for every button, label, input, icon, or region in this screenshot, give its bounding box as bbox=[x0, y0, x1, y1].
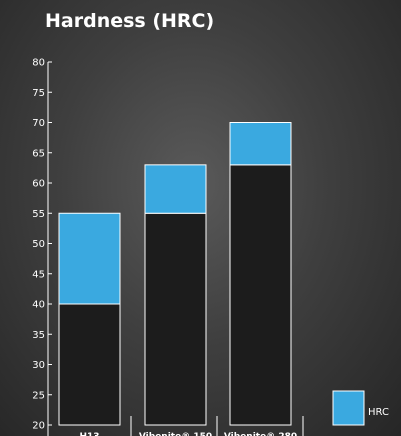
y-tick-label: 30 bbox=[32, 360, 45, 371]
y-tick-label: 50 bbox=[32, 239, 45, 250]
y-tick-label: 25 bbox=[32, 390, 45, 401]
y-tick-label: 60 bbox=[32, 179, 45, 190]
bar-base bbox=[230, 165, 291, 425]
legend-swatch bbox=[333, 391, 364, 425]
bar-base bbox=[145, 213, 206, 425]
y-tick-label: 65 bbox=[32, 148, 45, 159]
y-tick-label: 40 bbox=[32, 300, 45, 311]
legend: HRC bbox=[333, 391, 389, 425]
bars-layer bbox=[59, 123, 291, 426]
legend-label: HRC bbox=[368, 407, 389, 418]
y-tick-label: 35 bbox=[32, 330, 45, 341]
x-tick-label: Vibenite® 150 bbox=[139, 432, 212, 436]
x-labels-layer: H13 Vibenite® 150 Vibenite® 280 bbox=[79, 432, 297, 436]
bar-hrc bbox=[145, 165, 206, 213]
bar-base bbox=[59, 304, 120, 425]
y-tick-label: 80 bbox=[32, 58, 45, 69]
y-tick-label: 20 bbox=[32, 421, 45, 432]
bar-hrc bbox=[230, 123, 291, 165]
y-tick-label: 55 bbox=[32, 209, 45, 220]
x-tick-label: H13 bbox=[79, 432, 99, 436]
x-tick-label: Vibenite® 280 bbox=[224, 432, 297, 436]
y-tick-label: 75 bbox=[32, 88, 45, 99]
bar-hrc bbox=[59, 213, 120, 304]
y-tick-label: 70 bbox=[32, 118, 45, 129]
y-tick-label: 45 bbox=[32, 269, 45, 280]
